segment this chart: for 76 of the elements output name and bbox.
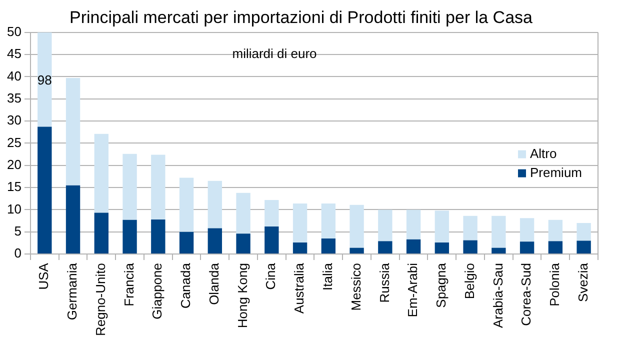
x-tick-label: Belgio	[462, 263, 477, 300]
bar	[463, 240, 478, 254]
x-tick-label: Germania	[64, 262, 80, 320]
bar	[38, 126, 52, 254]
y-tick-label: 20	[6, 156, 22, 172]
bar	[208, 180, 222, 228]
annotation: 98	[37, 72, 52, 88]
bar	[236, 192, 250, 234]
y-tick-label: 50	[6, 24, 22, 39]
y-tick-label: 40	[6, 68, 22, 84]
x-tick-label: Cina	[263, 262, 278, 290]
y-tick-label: 25	[6, 134, 22, 150]
bar	[179, 232, 194, 254]
bar	[350, 204, 364, 248]
bar	[321, 238, 336, 254]
legend-label: Premium	[530, 164, 582, 180]
x-tick-label: Messico	[348, 263, 364, 311]
bar	[492, 248, 506, 254]
bar	[520, 218, 534, 242]
bar	[576, 222, 591, 241]
x-tick-label: Giappone	[150, 263, 165, 320]
bar	[264, 200, 279, 227]
bar	[576, 240, 591, 254]
x-tick-label: Em-Arabi	[405, 262, 420, 318]
bar	[151, 154, 166, 220]
x-tick-label: Hong Kong	[234, 263, 250, 328]
x-tick-label: Arabia-Sau	[490, 263, 506, 328]
bar	[122, 154, 137, 220]
bar	[434, 210, 450, 242]
bar	[292, 203, 308, 242]
bar	[94, 134, 108, 213]
y-tick-label: 5	[14, 223, 22, 238]
bar	[434, 242, 450, 254]
bar	[463, 216, 478, 240]
x-tick-label: Olanda	[206, 262, 222, 305]
bar	[321, 203, 336, 238]
x-tick-label: USA	[36, 262, 52, 290]
bar	[548, 220, 563, 242]
chart-title: Principali mercati per importazioni di Prodotti finiti per la Casa	[70, 8, 534, 27]
legend-label: Altro	[530, 146, 557, 161]
bar	[492, 216, 506, 248]
y-tick-label: 10	[6, 201, 22, 216]
x-tick-label: Corea-Sud	[518, 263, 534, 326]
y-tick-label: 45	[6, 46, 22, 62]
annotation: miliardi di euro	[232, 46, 317, 61]
x-tick-label: Australia	[292, 262, 307, 314]
bar	[292, 242, 308, 254]
bar	[66, 185, 80, 254]
y-tick-label: 0	[14, 246, 22, 261]
bar	[350, 248, 364, 254]
bar	[122, 220, 137, 254]
bar	[264, 226, 279, 254]
bar	[406, 239, 421, 254]
bar	[548, 241, 563, 254]
x-tick-label: Svezia	[575, 262, 590, 302]
bar	[179, 178, 194, 232]
bar	[520, 242, 534, 254]
bar	[208, 228, 222, 254]
bar	[151, 219, 166, 254]
bar	[236, 234, 250, 254]
bar	[406, 210, 421, 240]
x-tick-label: Polonia	[547, 262, 562, 306]
bar	[38, 32, 52, 127]
y-tick-label: 15	[6, 179, 22, 194]
x-tick-label: Italia	[320, 262, 335, 290]
y-tick-label: 30	[6, 112, 22, 128]
bar	[378, 210, 392, 242]
y-tick-label: 35	[6, 90, 22, 106]
x-tick-label: Canada	[178, 262, 194, 309]
x-tick-label: Francia	[121, 262, 136, 306]
bar	[66, 78, 80, 186]
x-tick-label: Russia	[376, 262, 392, 303]
bar	[378, 241, 392, 254]
x-tick-label: Spagna	[434, 262, 449, 308]
x-tick-label: Regno-Unito	[92, 263, 108, 336]
bar	[94, 212, 108, 254]
